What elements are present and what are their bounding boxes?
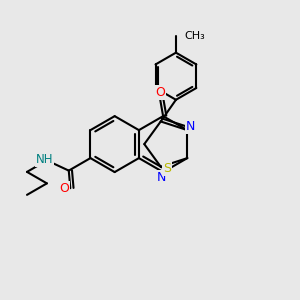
Text: O: O: [59, 182, 69, 195]
Text: O: O: [155, 86, 165, 99]
Text: NH: NH: [36, 153, 53, 166]
Text: N: N: [157, 171, 166, 184]
Text: CH₃: CH₃: [184, 31, 205, 40]
Text: N: N: [186, 120, 195, 133]
Text: S: S: [163, 162, 171, 175]
